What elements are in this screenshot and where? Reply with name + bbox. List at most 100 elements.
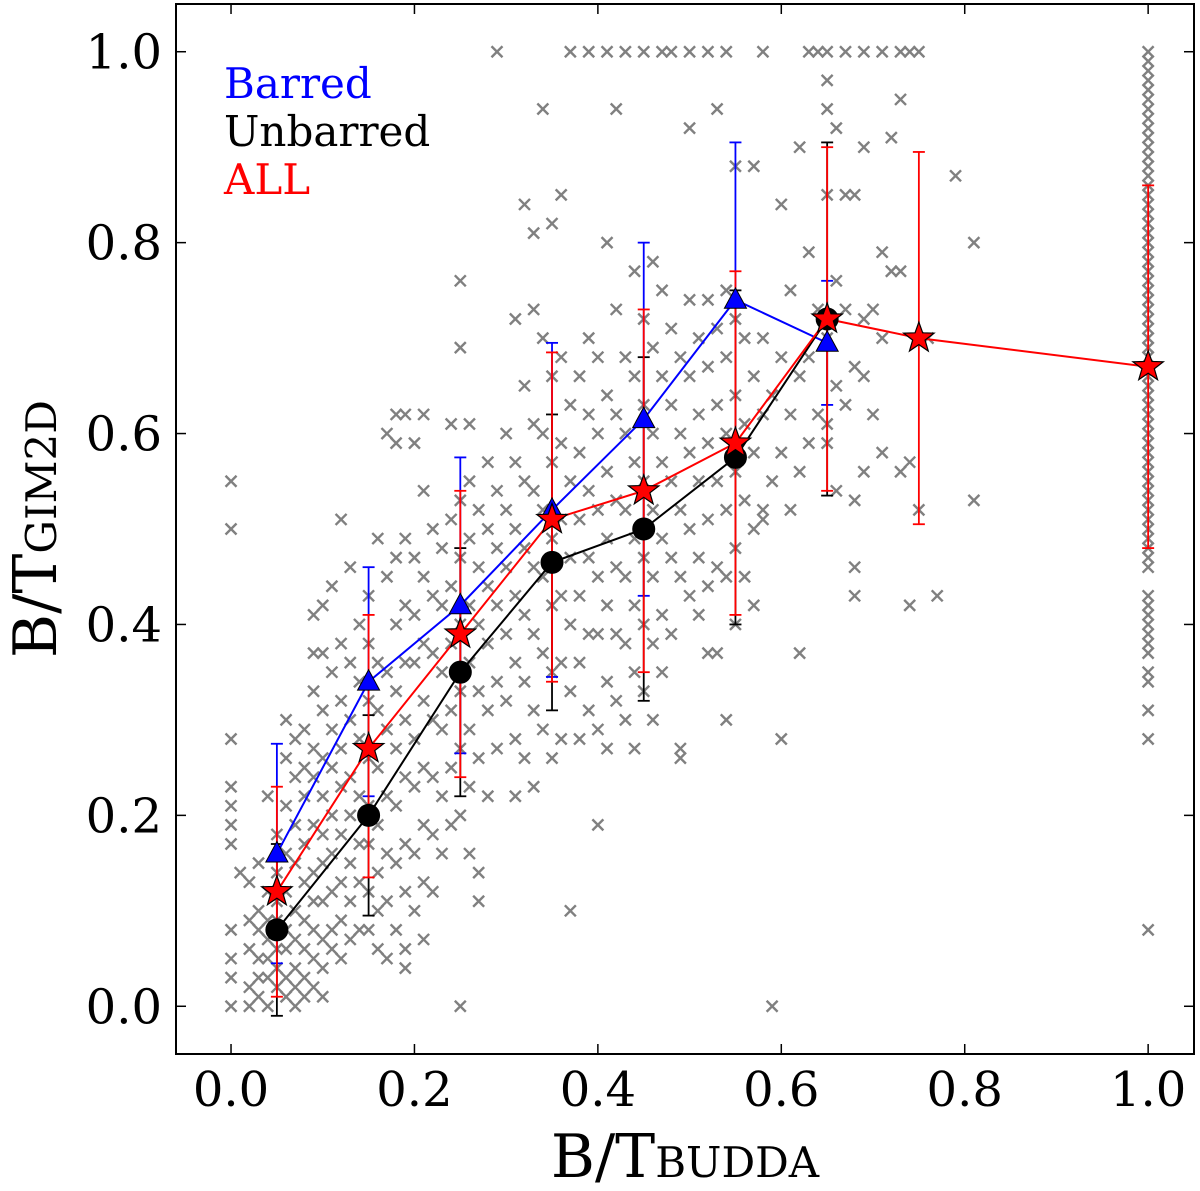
scatter-point-stroke	[646, 570, 660, 584]
scatter-point-stroke	[664, 322, 678, 335]
scatter-point	[646, 255, 660, 269]
scatter-point	[343, 894, 357, 908]
y-tick-label: 0.2	[86, 788, 162, 844]
scatter-point-stroke	[426, 885, 440, 899]
scatter-point-stroke	[508, 522, 522, 536]
scatter-point-stroke	[609, 408, 623, 421]
scatter-point-stroke	[334, 513, 348, 526]
scatter-point	[518, 751, 531, 765]
scatter-point-stroke	[380, 847, 394, 860]
scatter-point-stroke	[325, 761, 339, 774]
marker-all	[535, 501, 569, 534]
scatter-point-stroke	[756, 513, 770, 526]
scatter-point-stroke	[875, 245, 889, 259]
scatter-point	[1141, 675, 1155, 689]
scatter-point-stroke	[582, 627, 596, 641]
scatter-point	[463, 847, 476, 860]
scatter-point	[307, 770, 320, 784]
scatter-point	[408, 436, 421, 450]
scatter-point	[353, 618, 366, 631]
scatter-point	[224, 818, 238, 832]
scatter-point	[316, 646, 330, 660]
scatter-point-stroke	[417, 818, 430, 832]
scatter-point	[619, 637, 632, 650]
scatter-point-stroke	[334, 875, 348, 889]
scatter-point	[774, 732, 788, 746]
scatter-point-stroke	[298, 971, 311, 984]
scatter-point	[903, 455, 917, 469]
scatter-point-stroke	[288, 770, 302, 784]
scatter-point	[527, 303, 541, 316]
scatter-point	[674, 570, 687, 584]
scatter-point-stroke	[820, 45, 834, 59]
scatter-point	[389, 923, 403, 937]
scatter-point-stroke	[582, 551, 596, 564]
scatter-point	[1141, 74, 1155, 87]
scatter-point	[545, 217, 559, 230]
scatter-point-stroke	[1141, 93, 1155, 106]
scatter-point	[600, 599, 614, 612]
scatter-point	[774, 198, 788, 211]
scatter-point	[298, 914, 311, 927]
scatter-point	[389, 408, 403, 421]
scatter-point	[453, 341, 467, 354]
scatter-point	[600, 675, 614, 689]
scatter-point-stroke	[628, 742, 641, 755]
scatter-point	[408, 608, 421, 622]
scatter-point	[243, 942, 256, 956]
scatter-point	[298, 942, 311, 956]
scatter-point	[738, 570, 751, 584]
scatter-point-stroke	[398, 713, 412, 727]
scatter-point-stroke	[252, 923, 265, 937]
scatter-point-stroke	[472, 866, 485, 879]
scatter-point	[582, 45, 596, 59]
scatter-point-stroke	[573, 656, 586, 669]
scatter-point	[646, 570, 660, 584]
scatter-point	[508, 656, 522, 669]
scatter-point-stroke	[619, 45, 632, 59]
scatter-point	[674, 350, 687, 364]
scatter-point-stroke	[389, 408, 403, 421]
scatter-point	[536, 331, 550, 345]
scatter-point-stroke	[674, 350, 687, 364]
series-line-all	[276, 317, 1149, 893]
scatter-point	[435, 541, 449, 555]
scatter-point	[481, 455, 495, 469]
scatter-point	[307, 866, 320, 879]
scatter-point-stroke	[481, 579, 495, 593]
scatter-point	[793, 369, 806, 383]
marker-unbarred	[265, 918, 289, 942]
marker-barred	[631, 406, 656, 429]
scatter-point-stroke	[224, 952, 238, 965]
scatter-point	[554, 732, 568, 746]
scatter-point	[912, 45, 926, 59]
scatter-point	[1141, 121, 1155, 135]
scatter-point	[820, 45, 834, 59]
scatter-point-stroke	[325, 579, 339, 593]
scatter-point-stroke	[417, 694, 430, 708]
scatter-point	[747, 599, 761, 612]
scatter-point	[371, 866, 385, 879]
scatter-point-stroke	[600, 45, 614, 59]
scatter-point	[261, 999, 275, 1013]
scatter-point	[664, 398, 678, 412]
scatter-point	[288, 980, 302, 994]
scatter-point-stroke	[252, 990, 265, 1004]
scatter-point	[243, 875, 256, 889]
scatter-point	[591, 350, 605, 364]
scatter-point-stroke	[564, 45, 577, 59]
scatter-point-stroke	[508, 656, 522, 669]
scatter-point	[481, 522, 495, 536]
scatter-point	[1141, 112, 1155, 125]
scatter-point-stroke	[582, 45, 596, 59]
scatter-point	[701, 436, 715, 450]
scatter-point-stroke	[655, 665, 669, 679]
scatter-point	[1141, 93, 1155, 106]
scatter-point	[408, 847, 421, 860]
scatter-point	[463, 780, 476, 794]
scatter-point-stroke	[298, 837, 311, 851]
scatter-point-stroke	[600, 236, 614, 249]
scatter-point	[518, 541, 531, 555]
scatter-point-stroke	[453, 341, 467, 354]
scatter-point-stroke	[701, 513, 715, 526]
